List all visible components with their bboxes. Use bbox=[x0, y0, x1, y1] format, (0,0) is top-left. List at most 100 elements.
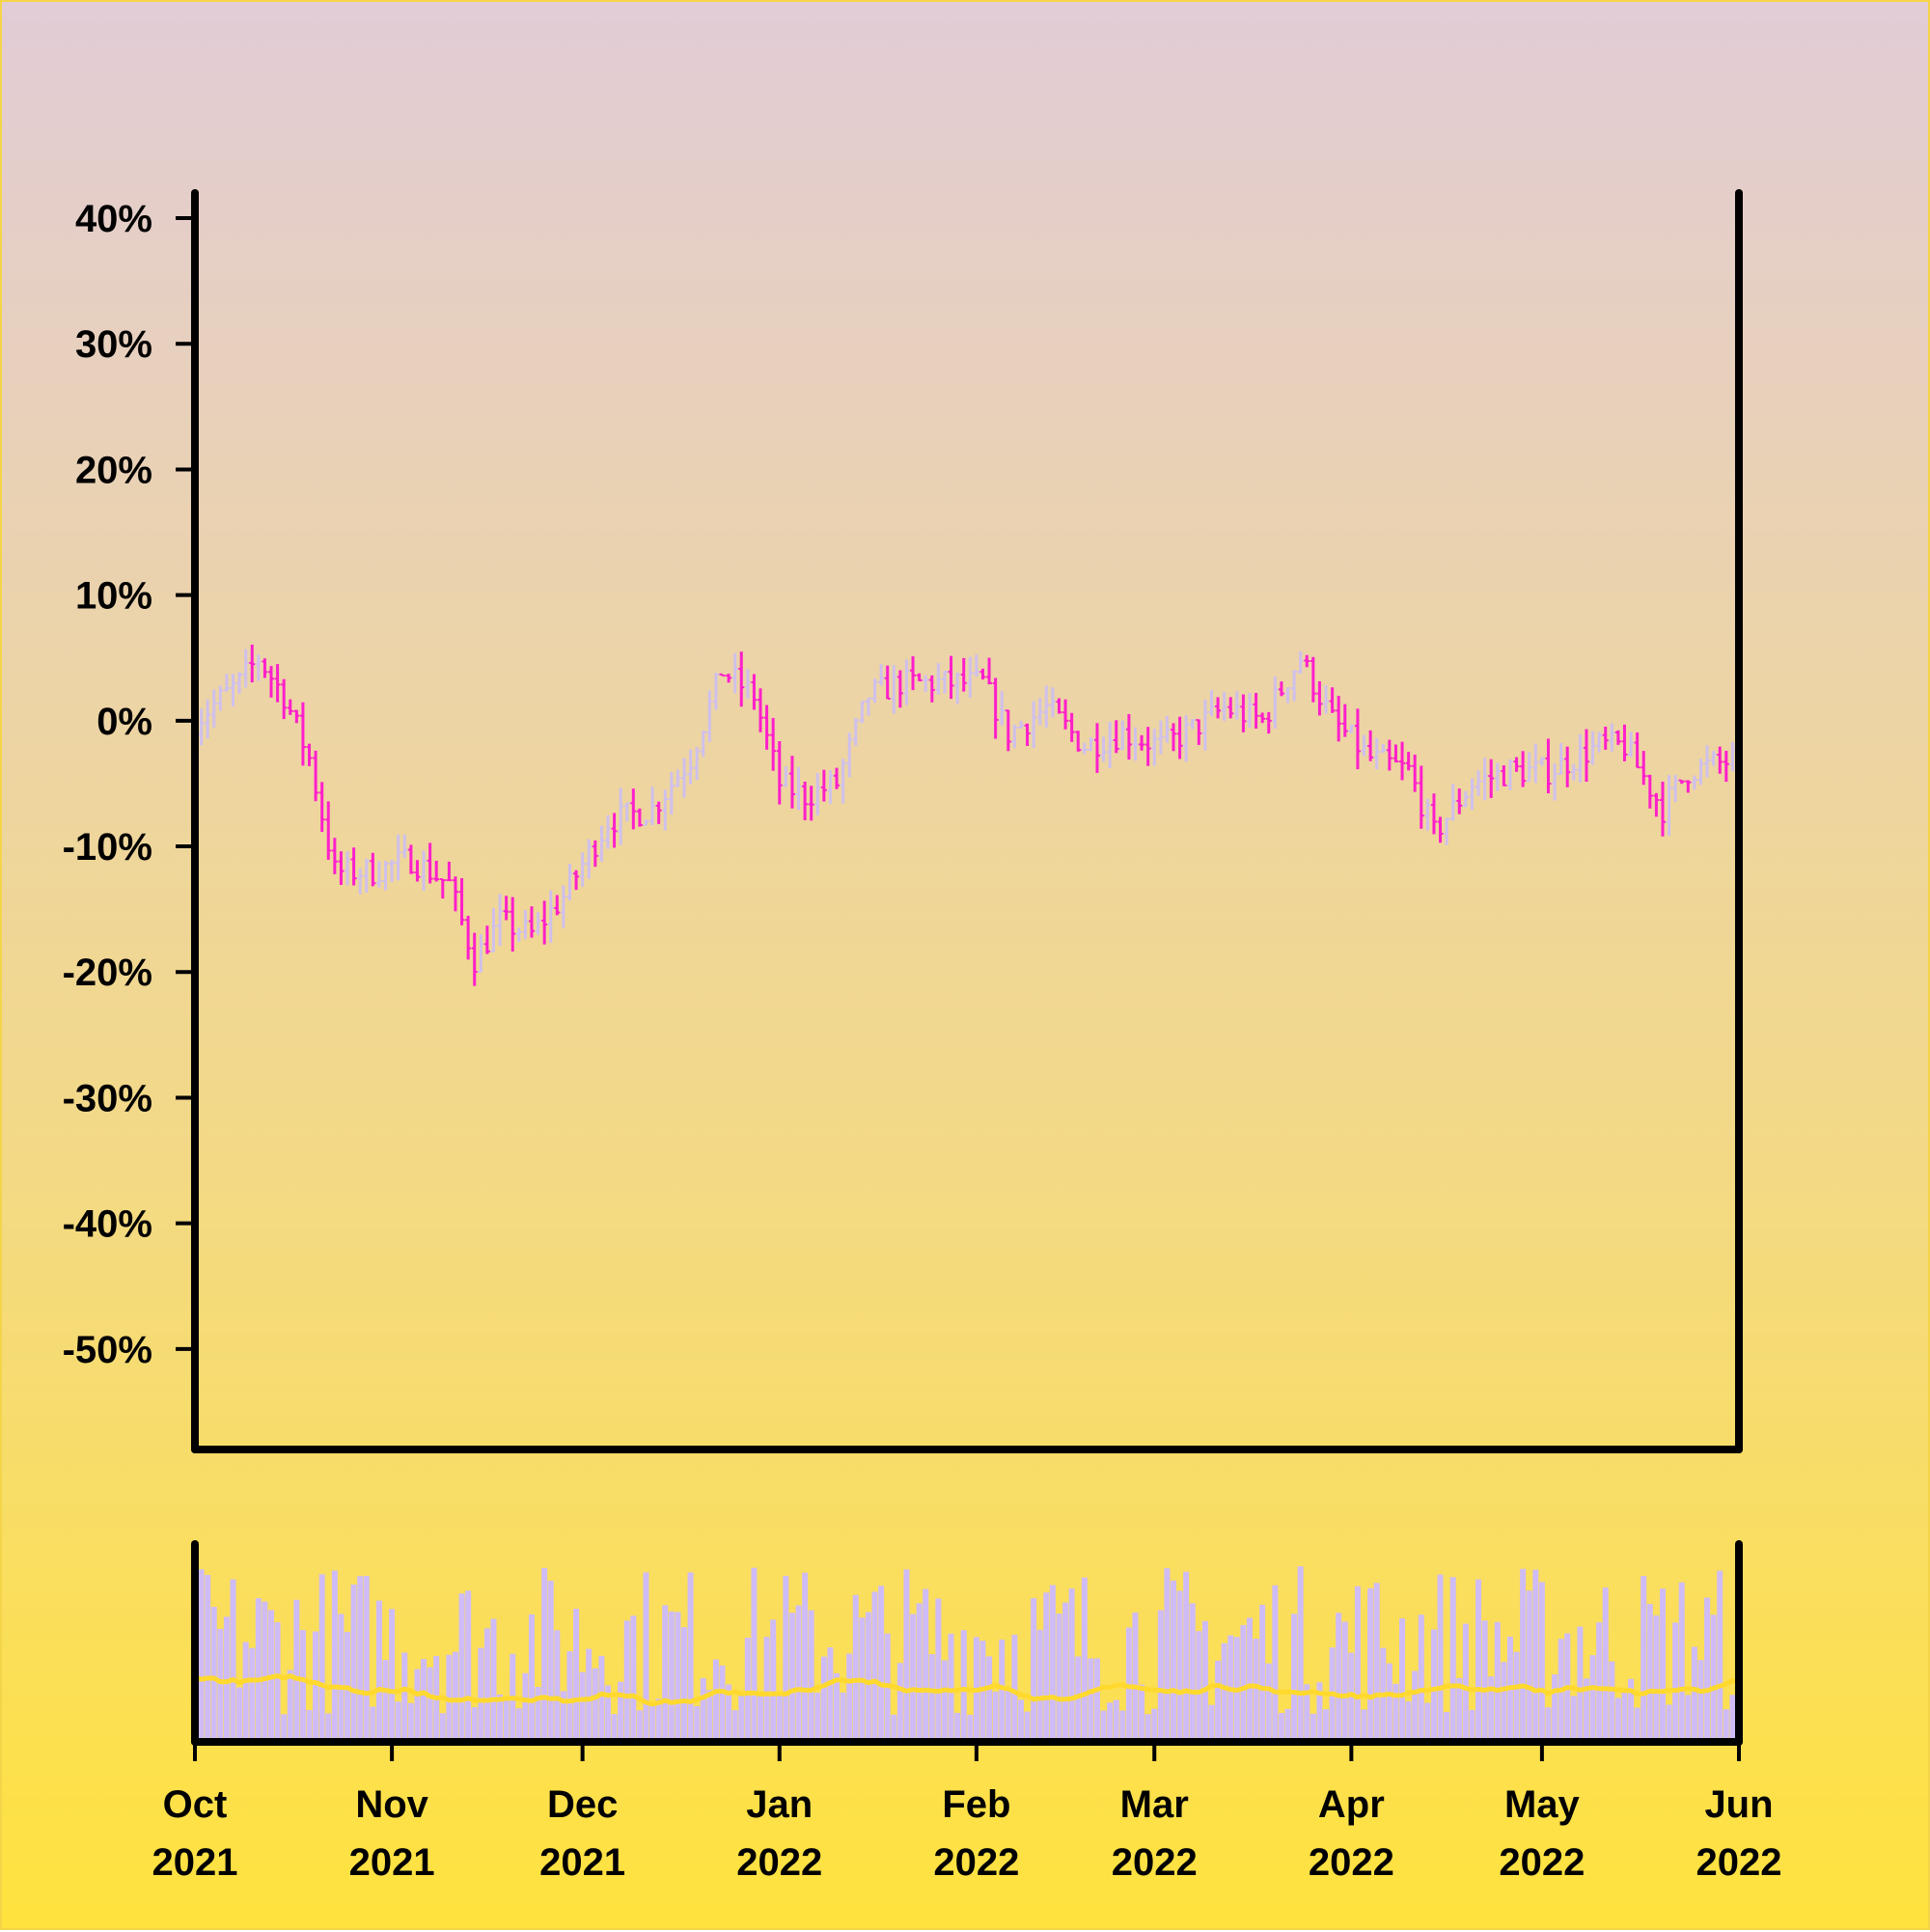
volume-bar-177 bbox=[1316, 1682, 1323, 1742]
volume-bar-150 bbox=[1144, 1714, 1151, 1742]
volume-bar-201 bbox=[1469, 1709, 1475, 1742]
volume-bar-37 bbox=[427, 1667, 433, 1742]
volume-bar-227 bbox=[1634, 1707, 1640, 1742]
volume-bar-159 bbox=[1201, 1620, 1208, 1742]
volume-bar-101 bbox=[834, 1672, 841, 1742]
volume-bar-34 bbox=[407, 1702, 414, 1742]
volume-bar-154 bbox=[1170, 1580, 1176, 1742]
volume-bar-29 bbox=[375, 1600, 382, 1742]
volume-bar-32 bbox=[395, 1701, 401, 1742]
volume-bar-219 bbox=[1583, 1678, 1589, 1742]
volume-bar-82 bbox=[712, 1659, 719, 1742]
volume-bar-104 bbox=[852, 1594, 859, 1742]
volume-bar-11 bbox=[262, 1601, 268, 1742]
volume-bar-43 bbox=[465, 1590, 472, 1742]
volume-bar-180 bbox=[1336, 1613, 1342, 1742]
volume-bar-168 bbox=[1259, 1605, 1266, 1742]
volume-bar-67 bbox=[618, 1681, 624, 1742]
volume-bar-193 bbox=[1418, 1615, 1424, 1742]
volume-bar-127 bbox=[999, 1640, 1006, 1742]
x-tick-year-0: 2021 bbox=[152, 1841, 238, 1884]
volume-bar-134 bbox=[1043, 1592, 1050, 1742]
volume-bar-167 bbox=[1253, 1639, 1259, 1742]
volume-bar-9 bbox=[249, 1647, 256, 1742]
volume-bar-19 bbox=[313, 1631, 319, 1742]
volume-bar-116 bbox=[928, 1654, 935, 1742]
volume-bar-192 bbox=[1412, 1670, 1419, 1742]
volume-bar-178 bbox=[1323, 1709, 1330, 1742]
volume-bar-185 bbox=[1367, 1587, 1374, 1742]
volume-bar-27 bbox=[363, 1576, 370, 1742]
volume-bar-120 bbox=[954, 1712, 961, 1742]
volume-bar-73 bbox=[655, 1698, 662, 1742]
volume-bar-148 bbox=[1132, 1612, 1139, 1742]
volume-bar-18 bbox=[306, 1709, 313, 1742]
y-tick-label-9: -50% bbox=[63, 1329, 152, 1371]
volume-bar-48 bbox=[497, 1694, 504, 1742]
volume-bar-42 bbox=[458, 1593, 465, 1742]
y-tick-label-6: -20% bbox=[63, 952, 152, 994]
volume-bar-230 bbox=[1653, 1615, 1660, 1742]
volume-bar-229 bbox=[1646, 1604, 1653, 1742]
volume-bar-194 bbox=[1424, 1702, 1431, 1742]
volume-bar-204 bbox=[1488, 1676, 1495, 1742]
volume-bar-100 bbox=[827, 1647, 834, 1742]
volume-bar-10 bbox=[255, 1598, 262, 1742]
x-tick-month-1: Nov bbox=[355, 1783, 428, 1826]
volume-bar-174 bbox=[1297, 1566, 1304, 1742]
volume-bar-92 bbox=[776, 1696, 783, 1742]
y-tick-label-7: -30% bbox=[63, 1077, 152, 1119]
volume-bar-99 bbox=[820, 1656, 827, 1742]
volume-bar-151 bbox=[1151, 1708, 1158, 1742]
volume-bar-132 bbox=[1031, 1598, 1037, 1742]
volume-bar-102 bbox=[840, 1692, 846, 1742]
volume-bar-188 bbox=[1386, 1663, 1392, 1742]
volume-bar-236 bbox=[1691, 1646, 1697, 1742]
volume-bar-30 bbox=[382, 1660, 389, 1742]
volume-bar-131 bbox=[1024, 1711, 1031, 1742]
volume-bar-195 bbox=[1430, 1629, 1437, 1742]
volume-bar-166 bbox=[1247, 1617, 1254, 1742]
volume-bar-65 bbox=[604, 1685, 611, 1742]
volume-bar-162 bbox=[1221, 1642, 1227, 1742]
volume-bar-172 bbox=[1284, 1708, 1291, 1742]
volume-bar-88 bbox=[751, 1567, 758, 1742]
volume-bar-211 bbox=[1532, 1569, 1539, 1742]
volume-bar-223 bbox=[1609, 1661, 1615, 1742]
x-tick-year-4: 2022 bbox=[933, 1841, 1019, 1884]
volume-bar-196 bbox=[1437, 1574, 1444, 1742]
volume-bar-25 bbox=[350, 1584, 357, 1742]
volume-bar-80 bbox=[700, 1677, 706, 1742]
volume-bar-33 bbox=[401, 1652, 408, 1742]
volume-bar-95 bbox=[795, 1605, 802, 1742]
volume-bar-21 bbox=[325, 1713, 332, 1742]
volume-bar-49 bbox=[503, 1697, 510, 1742]
volume-bar-66 bbox=[611, 1714, 618, 1742]
volume-bar-68 bbox=[623, 1620, 630, 1742]
x-tick-year-6: 2022 bbox=[1309, 1841, 1394, 1884]
volume-bar-175 bbox=[1304, 1684, 1310, 1742]
volume-bar-89 bbox=[758, 1692, 764, 1742]
volume-bar-78 bbox=[687, 1572, 694, 1742]
volume-bar-122 bbox=[967, 1714, 974, 1742]
volume-bar-152 bbox=[1157, 1610, 1164, 1742]
x-tick-month-0: Oct bbox=[163, 1783, 228, 1826]
volume-bar-130 bbox=[1017, 1699, 1024, 1742]
volume-bar-57 bbox=[554, 1630, 561, 1742]
volume-bar-198 bbox=[1449, 1577, 1456, 1742]
volume-bar-59 bbox=[566, 1651, 573, 1742]
volume-bar-64 bbox=[598, 1655, 605, 1742]
volume-bar-77 bbox=[680, 1627, 687, 1742]
volume-bar-6 bbox=[230, 1579, 236, 1742]
volume-bar-35 bbox=[414, 1669, 421, 1742]
volume-bar-79 bbox=[694, 1705, 701, 1742]
volume-bar-181 bbox=[1341, 1621, 1348, 1742]
volume-bar-44 bbox=[471, 1707, 478, 1742]
x-tick-year-5: 2022 bbox=[1112, 1841, 1198, 1884]
volume-bar-138 bbox=[1068, 1588, 1075, 1742]
volume-bar-233 bbox=[1672, 1622, 1679, 1742]
y-tick-label-1: 30% bbox=[75, 323, 152, 366]
volume-bar-22 bbox=[331, 1570, 338, 1742]
volume-bar-238 bbox=[1704, 1597, 1711, 1742]
